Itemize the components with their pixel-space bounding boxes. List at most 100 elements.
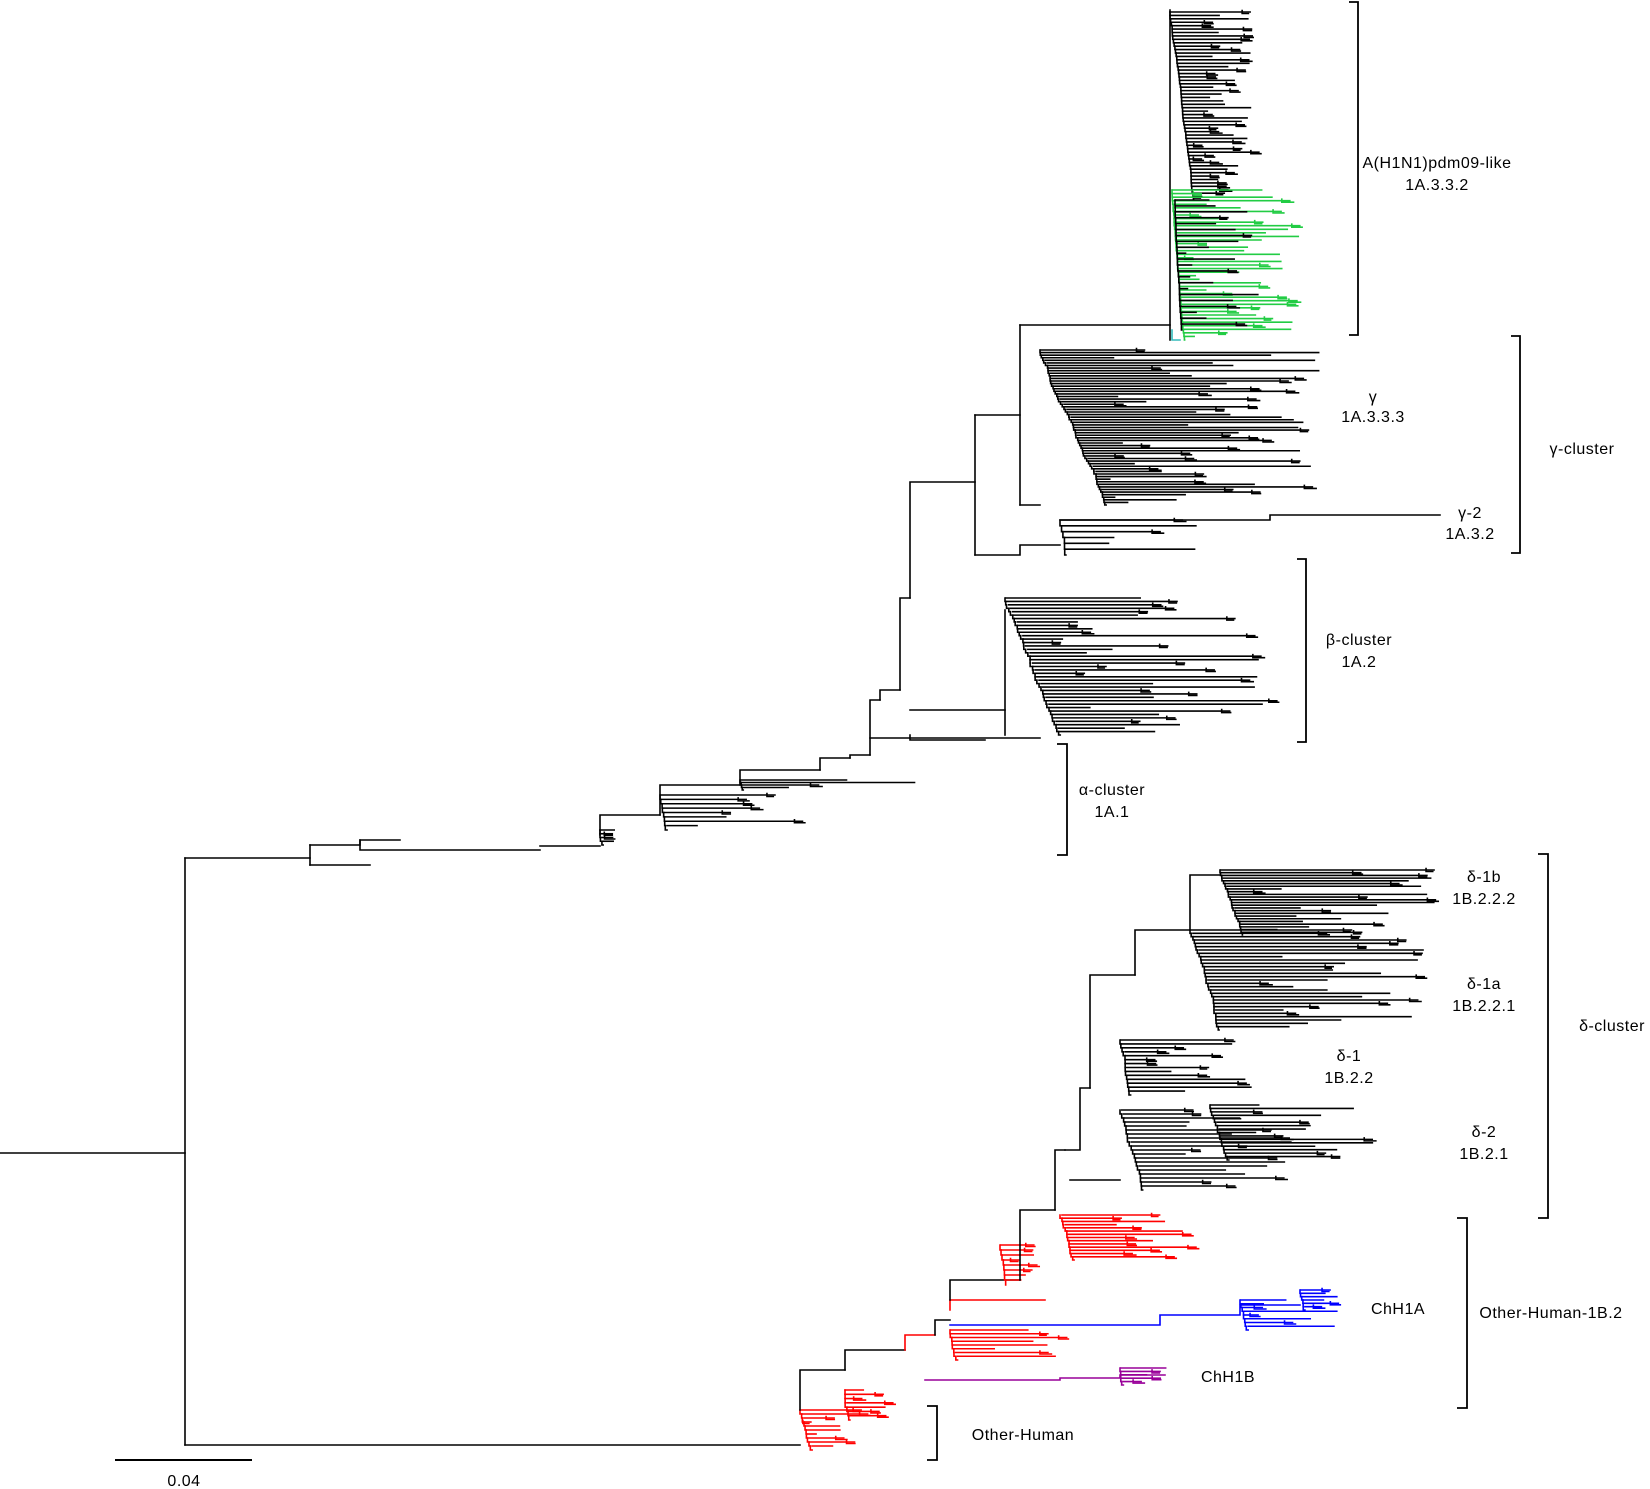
gamma-cluster-twig: [1140, 443, 1150, 448]
pdm09-cluster-top-twig: [1215, 190, 1224, 196]
pdm09-cluster-green-twig: [1277, 294, 1288, 300]
pdm09-cluster-green-twig: [1272, 209, 1285, 214]
delta2-subcluster-twig: [1299, 1119, 1310, 1125]
beta-cluster-twig: [1051, 640, 1061, 645]
beta-cluster-twig: [1130, 719, 1139, 724]
beta-cluster-twig: [1158, 643, 1168, 649]
pdm09-cluster-black-twig: [1226, 304, 1241, 309]
label-delta1-name: δ-1: [1337, 1048, 1362, 1065]
basal-cluster-2-spine: [664, 824, 668, 831]
delta1b-cluster-twig: [1418, 873, 1428, 878]
pdm09-cluster-top-twig: [1209, 173, 1220, 179]
beta-cluster-twig: [1097, 664, 1106, 669]
label-other-human-1b2: Other-Human-1B.2: [1479, 1305, 1622, 1322]
delta-stem-3: [1054, 1149, 1066, 1211]
delta1a-cluster-twig: [1415, 974, 1428, 979]
delta1-cluster-twig: [1237, 1080, 1250, 1086]
gamma-cluster-twig: [1194, 479, 1207, 485]
delta1-cluster-twig: [1156, 1049, 1170, 1055]
delta1a-cluster-twig: [1413, 951, 1422, 956]
other-human-basal-spine: [809, 1445, 813, 1451]
chh1a-cluster-twig: [1253, 1305, 1267, 1310]
branch-1b-backbone-1: [799, 1369, 846, 1411]
delta1b-cluster-twig: [1321, 908, 1331, 913]
gamma-cluster-twig: [1262, 438, 1275, 443]
bracket-beta: [1297, 558, 1307, 743]
delta1b-cluster-twig: [1389, 881, 1403, 886]
beta-cluster-twig: [1068, 623, 1078, 628]
clade-brackets: [927, 1, 1549, 1461]
bracket-delta-cluster: [1538, 853, 1549, 1219]
pdm09-cluster-green-twig: [1263, 316, 1272, 321]
label-chh1b: ChH1B: [1201, 1369, 1255, 1386]
beta-cluster-twig: [1205, 667, 1216, 673]
other-human-upper-twig: [1023, 1247, 1033, 1253]
beta-cluster-twig: [1165, 715, 1177, 721]
pdm09-cluster-green-twig: [1253, 219, 1263, 225]
basal-cluster-1-spine: [601, 840, 604, 846]
pdm09-cluster-black-twig: [1242, 233, 1252, 238]
other-human-basal-twig: [834, 1435, 848, 1441]
gamma-cluster-twig: [1221, 432, 1230, 438]
delta2-subcluster-twig: [1363, 1137, 1377, 1142]
delta1a-cluster-twig: [1309, 1004, 1320, 1009]
chh1a-cluster-spine: [1245, 1325, 1249, 1331]
pdm09-cluster-green-twig: [1286, 301, 1299, 307]
other-human-top-twig: [1181, 1231, 1194, 1237]
pdm09-cluster-top-twig: [1235, 122, 1247, 128]
gamma-cluster-twig: [1151, 365, 1163, 371]
other-human-basal-twig: [802, 1419, 810, 1425]
gamma-cluster-twig: [1279, 378, 1292, 384]
gamma-cluster-twig: [1227, 445, 1241, 451]
label-gamma-code: 1A.3.3.3: [1341, 409, 1405, 426]
pdm09-cluster-black-spine: [1175, 234, 1178, 243]
branch-1b-backbone-3: [904, 1334, 936, 1351]
delta1b-cluster-twig: [1351, 870, 1364, 876]
pdm09-cluster-top-twig: [1239, 57, 1253, 63]
label-chh1a: ChH1A: [1371, 1301, 1425, 1318]
other-human-top-twig: [1112, 1215, 1121, 1221]
gamma-cluster-twig: [1251, 489, 1262, 495]
pdm09-cluster-black-spine: [1179, 305, 1182, 314]
gamma-pdm-stem: [909, 481, 976, 599]
other-human-mid-spine: [955, 1355, 959, 1361]
beta-cluster-spine: [1029, 662, 1034, 668]
label-gamma-name: γ: [1369, 389, 1378, 406]
delta1-cluster-twig: [1197, 1073, 1211, 1078]
beta-cluster-twig: [1168, 599, 1178, 604]
gamma2-stem: [974, 544, 1061, 556]
gamma-cluster-twig: [1223, 487, 1233, 492]
delta1a-cluster-spine: [1217, 1025, 1220, 1031]
pdm09-cluster-green-twig: [1290, 223, 1303, 229]
delta-stem-4: [1064, 1087, 1091, 1151]
pdm09-cluster-black-twig: [1227, 268, 1239, 274]
other-human-basal-twig: [825, 1415, 836, 1421]
delta2-subcluster-twig: [1252, 1109, 1263, 1115]
pdm09-cluster-green-twig: [1189, 212, 1202, 218]
to-beta-2: [879, 689, 901, 701]
delta1a-cluster-twig: [1378, 1001, 1391, 1006]
branch-1a-a: [309, 839, 401, 846]
chh1b-cluster-twig: [1132, 1379, 1146, 1384]
chh1a-subcluster-twig: [1321, 1287, 1330, 1293]
chh1a-subcluster-twig: [1329, 1301, 1342, 1306]
other-human-upper-twig: [1022, 1267, 1031, 1273]
delta2-cluster-spine: [1140, 1185, 1144, 1191]
gamma2-cluster-spine: [1060, 525, 1064, 533]
pdm09-cluster-top-twig: [1203, 19, 1214, 25]
beta-cluster-twig: [1220, 708, 1232, 714]
other-human-top-twig: [1187, 1244, 1200, 1250]
tree-branches: [0, 9, 1441, 1451]
pdm09-cluster-top-twig: [1225, 170, 1238, 175]
gamma-cluster-twig: [1114, 453, 1125, 459]
chh1a-subcluster-twig: [1312, 1304, 1326, 1309]
delta1b-cluster-twig: [1426, 897, 1440, 903]
pdm09-cluster-top-twig: [1192, 156, 1205, 162]
delta1b-cluster-twig: [1373, 921, 1385, 927]
gamma-cluster-twig: [1303, 484, 1317, 490]
delta1-cluster-twig: [1199, 1065, 1208, 1070]
beta-cluster-twig: [1245, 633, 1259, 638]
bracket-other-human-1b2: [1457, 1217, 1468, 1409]
label-gamma2-code: 1A.3.2: [1445, 526, 1494, 543]
beta-cluster-twig: [1252, 653, 1266, 659]
